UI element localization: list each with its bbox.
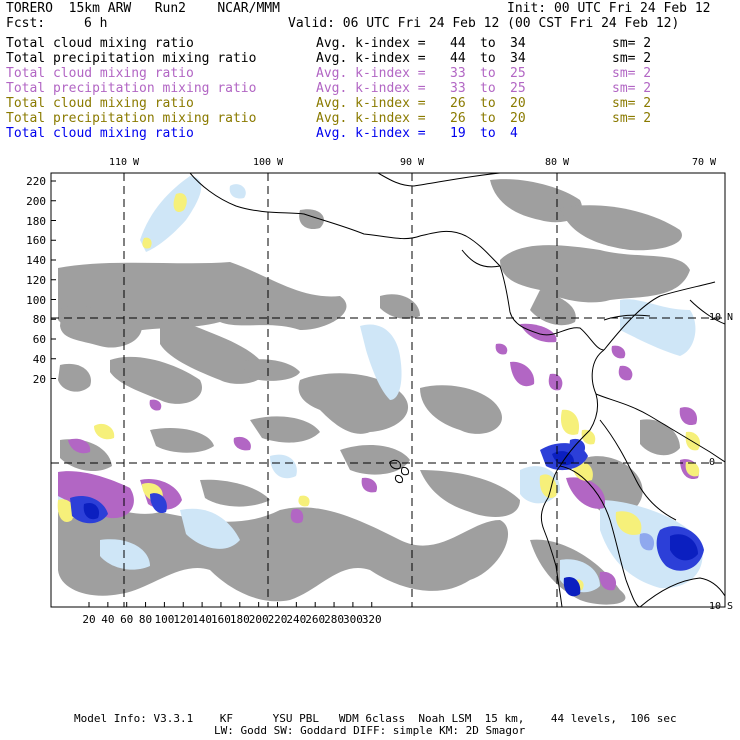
- y-tick-label: 80: [32, 313, 46, 327]
- legend-from: 26: [450, 111, 466, 126]
- forecast-label: Fcst:: [6, 16, 46, 31]
- legend-sm: sm= 2: [612, 36, 652, 51]
- y-tick-label: 120: [26, 273, 46, 287]
- y-tick-label: 60: [32, 333, 46, 346]
- model-info: Model Info: V3.3.1 KF YSU PBL WDM 6class…: [74, 712, 677, 725]
- legend-kindex: Avg. k-index =: [316, 111, 426, 126]
- legend-to: to: [480, 81, 496, 96]
- x-tick-label: 140: [192, 613, 213, 626]
- legend-row: Total cloud mixing ratio Avg. k-index = 44…: [6, 36, 706, 51]
- legend-upto: 20: [510, 111, 526, 126]
- x-tick-label: 160: [211, 613, 231, 626]
- lat-lon-grid: [51, 173, 725, 607]
- init-time: Init: 00 UTC Fri 24 Feb 12: [507, 1, 711, 16]
- forecast-hour: 6 h: [84, 16, 108, 31]
- latitude-label: 0: [709, 457, 716, 468]
- axis-ticks: [51, 180, 373, 607]
- legend-from: 44: [450, 51, 466, 66]
- legend-sm: sm= 2: [612, 96, 652, 111]
- latitude-label: 10 N: [709, 312, 734, 323]
- legend-from: 44: [450, 36, 466, 51]
- y-tick-label: 160: [26, 234, 46, 248]
- plot-frame: [50, 172, 726, 608]
- legend-kindex: Avg. k-index =: [316, 66, 426, 81]
- legend-upto: 34: [510, 51, 526, 66]
- legend-to: to: [480, 111, 496, 126]
- x-tick-label: 20: [82, 613, 96, 626]
- legend-from: 33: [450, 66, 466, 81]
- longitude-label: 90 W: [399, 157, 425, 168]
- legend-from: 33: [450, 81, 466, 96]
- legend-kindex: Avg. k-index =: [316, 126, 426, 141]
- coastline: [189, 173, 725, 607]
- legend-kindex: Avg. k-index =: [316, 36, 426, 51]
- legend-field: Total cloud mixing ratio: [6, 96, 194, 111]
- y-tick-label: 140: [26, 254, 46, 267]
- y-tick-label: 220: [26, 175, 46, 188]
- x-tick-label: 180: [229, 613, 250, 626]
- legend-field: Total cloud mixing ratio: [6, 126, 194, 141]
- x-tick-label: 220: [267, 613, 288, 626]
- legend-field: Total precipitation mixing ratio: [6, 111, 257, 126]
- legend-sm: sm= 2: [612, 111, 652, 126]
- cloud-yellow-field: [57, 193, 701, 591]
- legend-to: to: [480, 51, 496, 66]
- x-tick-label: 280: [324, 613, 344, 626]
- legend-to: to: [480, 36, 496, 51]
- legend-row: Total precipitation mixing ratio Avg. k-i…: [6, 51, 706, 66]
- legend-upto: 25: [510, 66, 526, 81]
- x-tick-label: 260: [305, 613, 326, 626]
- valid-time: Valid: 06 UTC Fri 24 Feb 12 (00 CST Fri …: [288, 16, 680, 31]
- model-title: TORERO 15km ARW Run2 NCAR/MMM: [6, 1, 280, 16]
- legend-row: Total cloud mixing ratio Avg. k-index = 26…: [6, 96, 706, 111]
- longitude-label: 100 W: [252, 157, 284, 168]
- legend-row: Total cloud mixing ratio Avg. k-index = 33…: [6, 66, 706, 81]
- y-tick-label: 40: [32, 352, 46, 366]
- legend-upto: 25: [510, 81, 526, 96]
- legend-from: 26: [450, 96, 466, 111]
- legend-sm: sm= 2: [612, 81, 652, 96]
- x-tick-label: 120: [173, 613, 194, 626]
- x-tick-label: 200: [248, 613, 269, 626]
- legend-row: Total cloud mixing ratio Avg. k-index = 19…: [6, 126, 706, 141]
- legend-kindex: Avg. k-index =: [316, 81, 426, 96]
- latitude-label: 10 S: [709, 601, 734, 612]
- legend-upto: 34: [510, 36, 526, 51]
- legend-row: Total precipitation mixing ratio Avg. k-i…: [6, 111, 706, 126]
- legend-field: Total cloud mixing ratio: [6, 36, 194, 51]
- x-tick-label: 240: [286, 613, 307, 626]
- cloud-mixing-gray-field: [58, 179, 690, 605]
- x-tick-label: 40: [101, 613, 115, 626]
- y-tick-label: 180: [26, 214, 46, 228]
- longitude-label: 110 W: [108, 157, 140, 168]
- x-tick-label: 320: [361, 613, 382, 626]
- y-tick-label: 200: [26, 194, 46, 208]
- longitude-label: 80 W: [544, 157, 570, 168]
- legend-field: Total precipitation mixing ratio: [6, 51, 257, 66]
- legend-to: to: [480, 66, 496, 81]
- legend-field: Total cloud mixing ratio: [6, 66, 194, 81]
- x-tick-label: 60: [120, 613, 134, 626]
- galapagos-islands: [389, 459, 409, 483]
- legend-kindex: Avg. k-index =: [316, 96, 426, 111]
- y-tick-label: 100: [26, 293, 46, 307]
- legend-row: Total precipitation mixing ratio Avg. k-i…: [6, 81, 706, 96]
- y-tick-label: 20: [32, 372, 46, 386]
- legend-upto: 4: [510, 126, 518, 141]
- physics-info: LW: Godd SW: Goddard DIFF: simple KM: 2D…: [214, 724, 526, 737]
- legend-kindex: Avg. k-index =: [316, 51, 426, 66]
- legend-field: Total precipitation mixing ratio: [6, 81, 257, 96]
- legend-sm: sm= 2: [612, 66, 652, 81]
- x-tick-label: 100: [154, 613, 175, 626]
- longitude-label: 70 W: [691, 157, 717, 168]
- x-tick-label: 80: [138, 613, 153, 626]
- legend-from: 19: [450, 126, 466, 141]
- legend-to: to: [480, 96, 496, 111]
- legend-upto: 20: [510, 96, 526, 111]
- legend-sm: sm= 2: [612, 51, 652, 66]
- x-tick-label: 300: [342, 613, 363, 626]
- legend-to: to: [480, 126, 496, 141]
